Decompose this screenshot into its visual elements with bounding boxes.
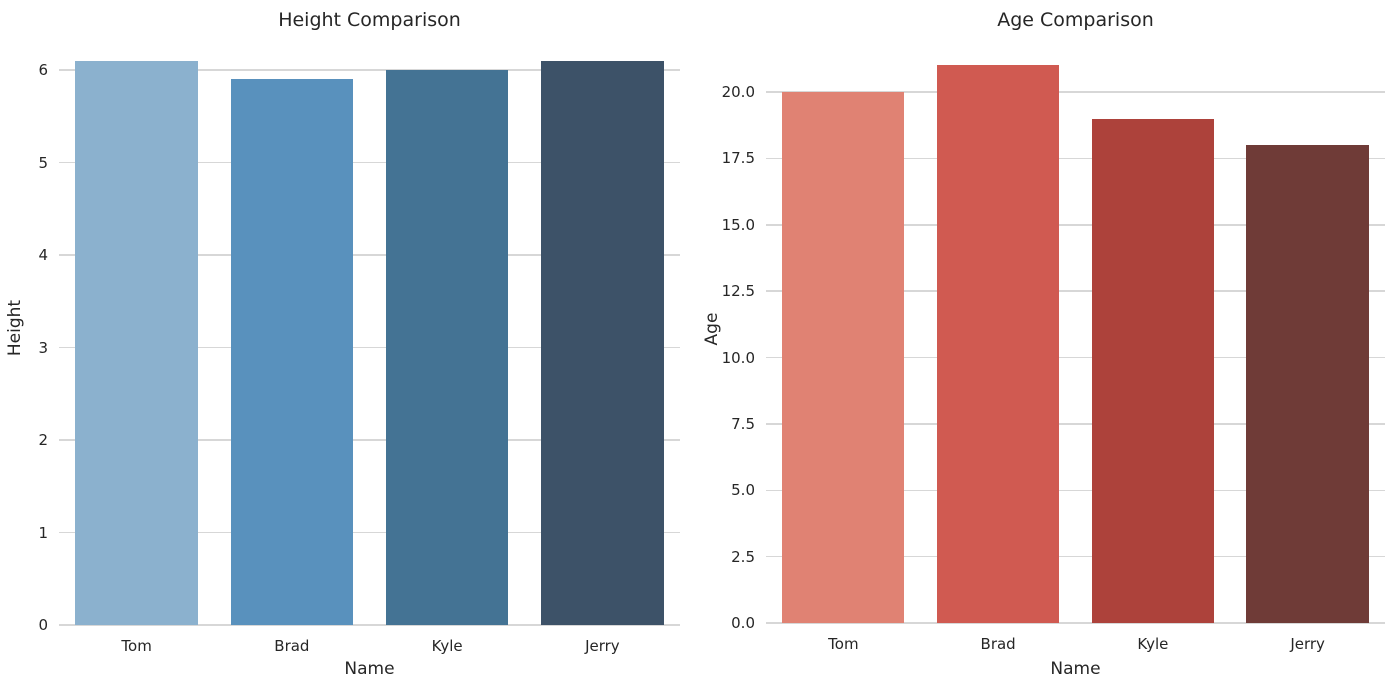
bar-brad [936, 65, 1060, 623]
gridline [766, 356, 1385, 359]
y-tick-label: 5.0 [731, 481, 755, 500]
y-tick-label: 17.5 [721, 149, 755, 168]
bar-tom [75, 60, 198, 625]
x-tick-label: Brad [980, 635, 1016, 653]
age-x-axis-label: Name [1050, 659, 1101, 679]
gridline [766, 224, 1385, 226]
gridline [59, 346, 680, 349]
y-tick-label: 15.0 [721, 215, 755, 234]
y-tick-label: 6 [38, 61, 48, 79]
bar-brad [230, 79, 354, 625]
gridline [766, 555, 1385, 558]
x-tick-label: Jerry [1290, 635, 1325, 653]
x-tick-label: Tom [828, 635, 859, 653]
gridline [59, 69, 680, 71]
y-tick-label: 7.5 [731, 414, 755, 433]
gridline [59, 439, 680, 441]
y-tick-label: 0 [38, 616, 48, 634]
y-tick-label: 2.5 [731, 547, 755, 566]
y-tick-label: 4 [38, 246, 48, 264]
gridline [766, 157, 1385, 160]
bar-kyle [385, 70, 509, 625]
y-tick-label: 0.0 [731, 614, 755, 632]
gridline [59, 531, 680, 534]
x-tick-label: Kyle [431, 637, 463, 655]
age-chart-title: Age Comparison [997, 9, 1154, 31]
gridline [766, 91, 1385, 93]
bar-jerry [541, 60, 664, 625]
gridline [59, 624, 680, 626]
gridline [59, 254, 680, 256]
y-tick-label: 20.0 [721, 83, 755, 101]
x-tick-label: Jerry [585, 637, 620, 655]
gridline [59, 161, 680, 164]
height-chart-title: Height Comparison [278, 9, 461, 31]
x-tick-label: Tom [121, 637, 152, 655]
bar-jerry [1246, 145, 1369, 623]
x-tick-label: Brad [274, 637, 310, 655]
bar-tom [782, 92, 905, 623]
gridline [766, 290, 1385, 292]
gridline [766, 423, 1385, 425]
y-tick-label: 10.0 [721, 348, 755, 367]
y-tick-label: 5 [38, 153, 48, 172]
y-tick-label: 1 [38, 523, 48, 542]
height-x-axis-label: Name [344, 659, 395, 679]
gridline [766, 622, 1385, 624]
gridline [766, 489, 1385, 491]
age-y-axis-label: Age [702, 312, 722, 346]
y-tick-label: 3 [38, 338, 48, 357]
bar-kyle [1091, 118, 1214, 623]
y-tick-label: 12.5 [721, 282, 755, 301]
x-tick-label: Kyle [1137, 635, 1169, 653]
y-tick-label: 2 [38, 431, 48, 449]
